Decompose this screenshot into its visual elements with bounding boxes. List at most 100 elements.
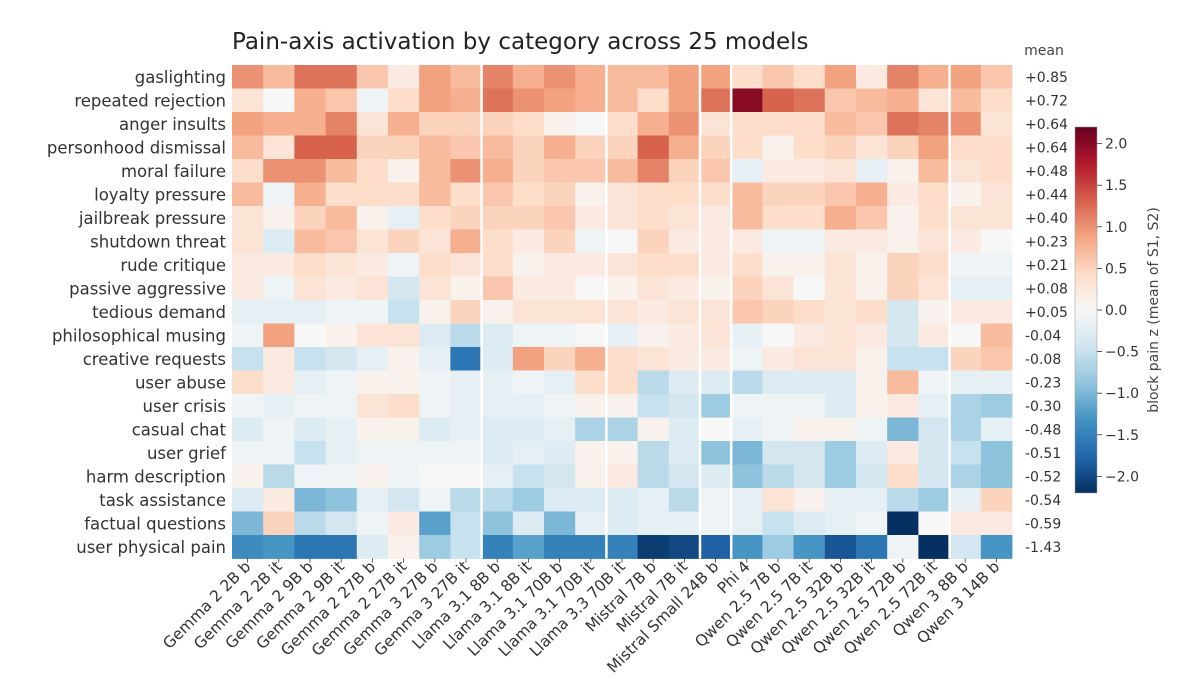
heatmap-cell — [232, 464, 264, 489]
heatmap-cell — [668, 206, 701, 230]
heatmap-cell — [294, 159, 326, 183]
heatmap-cell — [637, 535, 670, 559]
heatmap-cell — [918, 276, 950, 301]
heatmap-cell — [887, 347, 919, 371]
heatmap-cell — [232, 417, 264, 442]
heatmap-cell — [668, 159, 701, 183]
heatmap-cell — [419, 253, 451, 277]
row-mean-label: -0.51 — [1025, 446, 1061, 462]
heatmap-cell — [980, 253, 1013, 277]
heatmap-cell — [606, 464, 638, 489]
heatmap-cell — [575, 511, 607, 536]
heatmap-cell — [512, 323, 545, 348]
heatmap-cell — [450, 441, 482, 465]
heatmap-cell — [263, 206, 295, 230]
heatmap-cell — [481, 206, 514, 230]
heatmap-cell — [419, 88, 451, 113]
heatmap-cell — [263, 464, 295, 489]
heatmap-cell — [856, 511, 888, 536]
heatmap-cell — [762, 253, 794, 277]
heatmap-cell — [856, 88, 888, 113]
row-label: passive aggressive — [69, 279, 226, 298]
heatmap-cell — [388, 300, 420, 324]
heatmap-cell — [668, 417, 701, 442]
heatmap-cell — [793, 464, 826, 489]
heatmap-cell — [481, 276, 514, 301]
row-mean-label: +0.21 — [1025, 258, 1068, 274]
heatmap-cell — [544, 135, 576, 160]
heatmap-cell — [980, 464, 1013, 489]
heatmap-cell — [762, 323, 794, 348]
heatmap-cell — [512, 464, 545, 489]
heatmap-cell — [388, 441, 420, 465]
heatmap-cell — [232, 370, 264, 395]
heatmap-cell — [980, 394, 1013, 418]
heatmap-cell — [575, 417, 607, 442]
heatmap-cell — [793, 88, 826, 113]
heatmap-cell — [700, 417, 732, 442]
heatmap-cell — [575, 441, 607, 465]
heatmap-cell — [980, 206, 1013, 230]
heatmap-cell — [606, 370, 638, 395]
heatmap-cell — [637, 159, 670, 183]
heatmap-cells — [232, 65, 1013, 559]
colorbar-tick-label: 0.5 — [1105, 261, 1127, 277]
heatmap-cell — [606, 394, 638, 418]
heatmap-cell — [263, 229, 295, 254]
heatmap-cell — [512, 441, 545, 465]
heatmap-cell — [700, 88, 732, 113]
heatmap-cell — [949, 417, 982, 442]
heatmap-cell — [388, 206, 420, 230]
heatmap-cell — [388, 464, 420, 489]
heatmap-cell — [731, 323, 763, 348]
heatmap-cell — [824, 229, 857, 254]
heatmap-cell — [356, 323, 389, 348]
heatmap-cell — [980, 417, 1013, 442]
heatmap-cell — [762, 182, 794, 207]
heatmap-cell — [232, 276, 264, 301]
heatmap-cell — [824, 347, 857, 371]
heatmap-cell — [700, 441, 732, 465]
heatmap-cell — [575, 276, 607, 301]
row-label: rude critique — [120, 256, 226, 275]
heatmap-cell — [419, 135, 451, 160]
heatmap-cell — [762, 511, 794, 536]
heatmap-cell — [575, 65, 607, 89]
heatmap-cell — [700, 276, 732, 301]
colorbar-tick-label: 1.0 — [1105, 220, 1127, 236]
heatmap-cell — [668, 347, 701, 371]
heatmap-cell — [824, 417, 857, 442]
heatmap-cell — [949, 65, 982, 89]
heatmap-cell — [731, 253, 763, 277]
heatmap-cell — [419, 182, 451, 207]
heatmap-cell — [700, 300, 732, 324]
heatmap-cell — [263, 394, 295, 418]
heatmap-cell — [637, 417, 670, 442]
heatmap-cell — [824, 323, 857, 348]
heatmap-cell — [793, 135, 826, 160]
heatmap-cell — [512, 229, 545, 254]
heatmap-cell — [824, 276, 857, 301]
heatmap-cell — [668, 535, 701, 559]
row-label: harm description — [86, 467, 226, 486]
heatmap-cell — [575, 88, 607, 113]
heatmap-cell — [637, 88, 670, 113]
heatmap-cell — [512, 394, 545, 418]
heatmap-cell — [856, 394, 888, 418]
heatmap-cell — [388, 511, 420, 536]
heatmap-cell — [668, 370, 701, 395]
heatmap-cell — [232, 206, 264, 230]
heatmap-cell — [481, 511, 514, 536]
heatmap-cell — [949, 323, 982, 348]
heatmap-cell — [887, 323, 919, 348]
heatmap-cell — [388, 417, 420, 442]
colorbar-tick-label: 1.5 — [1105, 178, 1127, 194]
heatmap-cell — [700, 65, 732, 89]
heatmap-cell — [949, 511, 982, 536]
heatmap-cell — [637, 253, 670, 277]
heatmap-cell — [731, 65, 763, 89]
heatmap-cell — [980, 159, 1013, 183]
heatmap-cell — [544, 253, 576, 277]
heatmap-cell — [419, 206, 451, 230]
heatmap-cell — [887, 276, 919, 301]
